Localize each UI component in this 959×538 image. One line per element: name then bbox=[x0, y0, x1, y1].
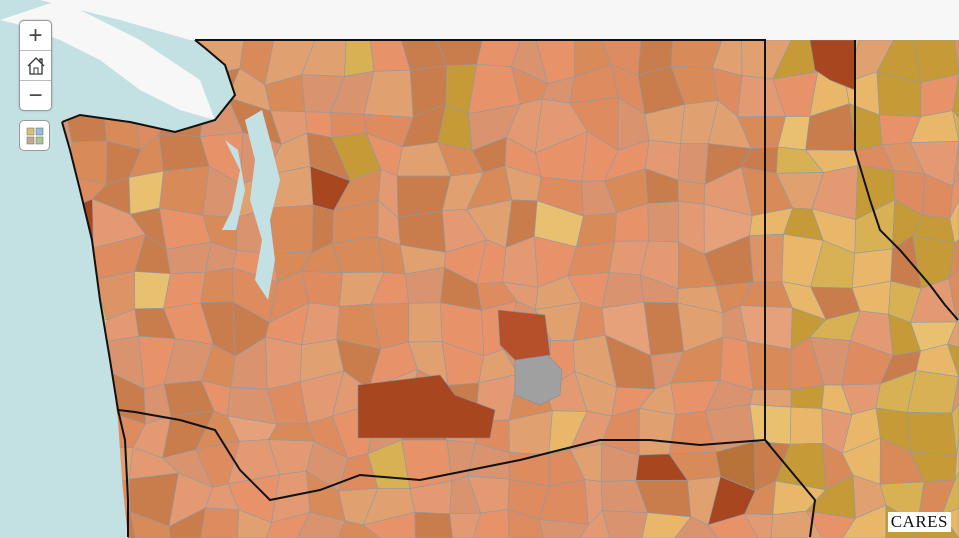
map-region[interactable] bbox=[952, 141, 959, 188]
map-region[interactable] bbox=[674, 516, 719, 538]
puget-sound-water bbox=[222, 110, 280, 300]
map-region[interactable] bbox=[948, 238, 959, 280]
zoom-control: + − bbox=[19, 20, 52, 111]
map-region[interactable] bbox=[951, 109, 959, 148]
map-region[interactable] bbox=[128, 170, 164, 215]
map-region[interactable] bbox=[954, 40, 959, 79]
map-region[interactable] bbox=[744, 513, 774, 538]
cares-logo: CARES bbox=[887, 512, 951, 532]
map-region[interactable] bbox=[913, 40, 959, 83]
map-region[interactable] bbox=[941, 471, 959, 516]
map-region[interactable] bbox=[948, 267, 959, 322]
map-region[interactable] bbox=[952, 74, 959, 119]
oregon-coast bbox=[117, 409, 129, 537]
map-region[interactable] bbox=[237, 509, 272, 538]
map-region[interactable] bbox=[337, 520, 382, 538]
map-region[interactable] bbox=[344, 40, 375, 77]
map-region[interactable] bbox=[954, 438, 959, 481]
dark-region bbox=[357, 374, 496, 439]
map-region[interactable] bbox=[906, 411, 958, 456]
map-region[interactable] bbox=[949, 177, 959, 219]
basemap-gallery-icon bbox=[26, 127, 43, 144]
basemap-gallery-button[interactable] bbox=[19, 120, 50, 151]
map-region[interactable] bbox=[472, 508, 510, 538]
map-region[interactable] bbox=[677, 179, 706, 205]
map-region[interactable] bbox=[330, 112, 367, 138]
map-region[interactable] bbox=[414, 511, 454, 538]
zoom-out-button[interactable]: − bbox=[20, 80, 51, 110]
map-region[interactable] bbox=[362, 511, 416, 538]
map-region[interactable] bbox=[677, 143, 709, 185]
map-region[interactable] bbox=[842, 504, 887, 538]
map-region[interactable] bbox=[746, 340, 792, 391]
dark-region bbox=[497, 309, 551, 361]
map-region[interactable] bbox=[579, 510, 611, 538]
zoom-in-button[interactable]: + bbox=[28, 21, 43, 49]
map-region[interactable] bbox=[643, 301, 685, 356]
map-region[interactable] bbox=[707, 513, 759, 538]
map-region[interactable] bbox=[538, 519, 590, 538]
map-region[interactable] bbox=[749, 404, 792, 445]
map-region[interactable] bbox=[129, 511, 171, 538]
map-region[interactable] bbox=[910, 110, 959, 144]
map-region[interactable] bbox=[749, 233, 784, 283]
map-region[interactable] bbox=[770, 510, 823, 538]
map-region[interactable] bbox=[200, 267, 234, 304]
home-button[interactable] bbox=[20, 50, 51, 80]
map-region[interactable] bbox=[949, 199, 959, 244]
map-region[interactable] bbox=[789, 406, 824, 445]
map-region[interactable] bbox=[159, 165, 210, 216]
map-region[interactable] bbox=[449, 512, 482, 538]
map-region[interactable] bbox=[951, 403, 959, 456]
map-region[interactable] bbox=[749, 389, 792, 408]
map-region[interactable] bbox=[200, 507, 240, 538]
map-region[interactable] bbox=[265, 336, 303, 390]
map-region[interactable] bbox=[641, 512, 692, 538]
state-borders bbox=[61, 39, 959, 538]
map-region[interactable] bbox=[805, 510, 857, 538]
map-region[interactable] bbox=[507, 508, 545, 538]
map-region[interactable] bbox=[401, 439, 453, 490]
home-icon bbox=[27, 56, 44, 75]
map-region[interactable] bbox=[408, 302, 443, 343]
map-region[interactable] bbox=[168, 507, 206, 538]
map-region[interactable] bbox=[906, 370, 959, 414]
idaho-border bbox=[764, 40, 959, 538]
map-region[interactable] bbox=[947, 343, 959, 378]
map-region[interactable] bbox=[297, 512, 346, 538]
map-region[interactable] bbox=[269, 204, 314, 255]
canada-land bbox=[0, 0, 959, 120]
map-region[interactable] bbox=[266, 512, 311, 538]
map-region[interactable] bbox=[647, 201, 679, 243]
map-region[interactable] bbox=[601, 510, 648, 538]
map-region[interactable] bbox=[947, 312, 959, 348]
dark-region bbox=[809, 40, 856, 91]
